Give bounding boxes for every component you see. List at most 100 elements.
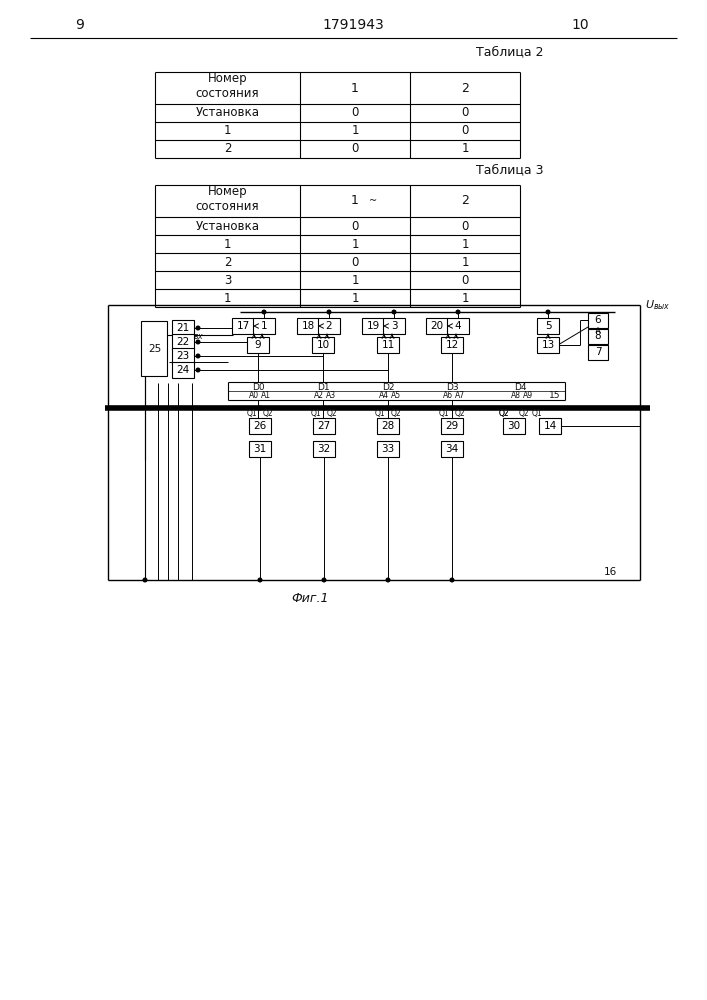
Bar [249,441,271,457]
Text: A0: A0 [249,390,259,399]
Text: 1: 1 [351,273,358,286]
Text: A2: A2 [314,390,324,399]
Bar [249,418,271,434]
Text: A5: A5 [391,390,401,399]
Text: 28: 28 [381,421,395,431]
Text: 26: 26 [253,421,267,431]
Text: 1: 1 [461,292,469,304]
Circle shape [386,578,390,582]
Text: 9: 9 [76,18,84,32]
Text: 1791943: 1791943 [322,18,384,32]
Bar [447,318,469,334]
Bar [313,441,335,457]
Text: A7: A7 [455,390,465,399]
Text: 1: 1 [223,292,231,304]
Text: Q1: Q1 [247,409,257,418]
Text: D1: D1 [317,382,329,391]
Text: Q1: Q1 [310,409,321,418]
Text: 6: 6 [595,315,602,325]
Circle shape [258,578,262,582]
Text: Q2: Q2 [519,409,530,418]
Text: 31: 31 [253,444,267,454]
Circle shape [197,326,200,330]
Text: Q1: Q1 [438,409,450,418]
Text: 10: 10 [317,340,329,350]
Text: 1: 1 [351,194,359,208]
Text: 34: 34 [445,444,459,454]
Text: 0: 0 [461,220,469,232]
Bar [377,441,399,457]
Text: Таблица 3: Таблица 3 [477,163,544,176]
Text: Q2: Q2 [327,409,337,418]
Text: Q2: Q2 [391,409,402,418]
Text: 30: 30 [508,421,520,431]
Text: 0: 0 [351,142,358,155]
Bar [312,337,334,353]
Circle shape [197,354,200,358]
Circle shape [327,310,331,314]
Text: 32: 32 [317,444,331,454]
Bar [441,418,463,434]
Text: 20: 20 [431,321,443,331]
Bar [588,312,608,328]
Circle shape [547,310,550,314]
Text: 14: 14 [544,421,556,431]
Text: A6: A6 [443,390,453,399]
Text: ~: ~ [369,196,377,206]
Bar [588,328,608,344]
Text: 1: 1 [351,124,358,137]
Bar [253,318,275,334]
Text: $U_{вых}$: $U_{вых}$ [645,298,670,312]
Text: 1: 1 [461,255,469,268]
Circle shape [258,406,262,410]
Bar [539,418,561,434]
Text: 11: 11 [381,340,395,350]
Bar [441,441,463,457]
Text: 1: 1 [223,124,231,137]
Text: 10: 10 [571,18,589,32]
Circle shape [197,340,200,344]
Bar [441,337,463,353]
Text: 2: 2 [223,142,231,155]
Bar [172,334,194,350]
Circle shape [144,578,147,582]
Bar [297,318,319,334]
Circle shape [322,406,326,410]
Bar [426,318,448,334]
Circle shape [386,406,390,410]
Text: 5: 5 [544,321,551,331]
Text: 9: 9 [255,340,262,350]
Text: Установка: Установка [196,220,259,232]
Text: 1: 1 [461,237,469,250]
Text: 3: 3 [391,321,397,331]
Bar [247,337,269,353]
Bar [537,337,559,353]
Bar [313,418,335,434]
Text: 0: 0 [351,255,358,268]
Text: 16: 16 [603,567,617,577]
Circle shape [456,310,460,314]
Text: Установка: Установка [196,106,259,119]
Text: 1: 1 [351,237,358,250]
Text: 3: 3 [224,273,231,286]
Circle shape [197,368,200,372]
Text: $U_{вх}$: $U_{вх}$ [185,328,205,342]
Bar [377,418,399,434]
Text: 27: 27 [317,421,331,431]
Text: 13: 13 [542,340,554,350]
Text: A1: A1 [261,390,271,399]
Text: 25: 25 [148,344,162,354]
Text: Q1: Q1 [375,409,385,418]
Text: D3: D3 [445,382,458,391]
Bar [318,318,340,334]
Text: Q2: Q2 [498,409,509,418]
Text: Номер
состояния: Номер состояния [196,72,259,100]
Text: 22: 22 [176,337,189,347]
Bar [503,418,525,434]
Text: Q1: Q1 [532,409,542,418]
Text: Номер
состояния: Номер состояния [196,185,259,213]
Bar [172,362,194,378]
Text: Q2: Q2 [498,409,509,418]
Text: 1: 1 [351,292,358,304]
Bar [377,337,399,353]
